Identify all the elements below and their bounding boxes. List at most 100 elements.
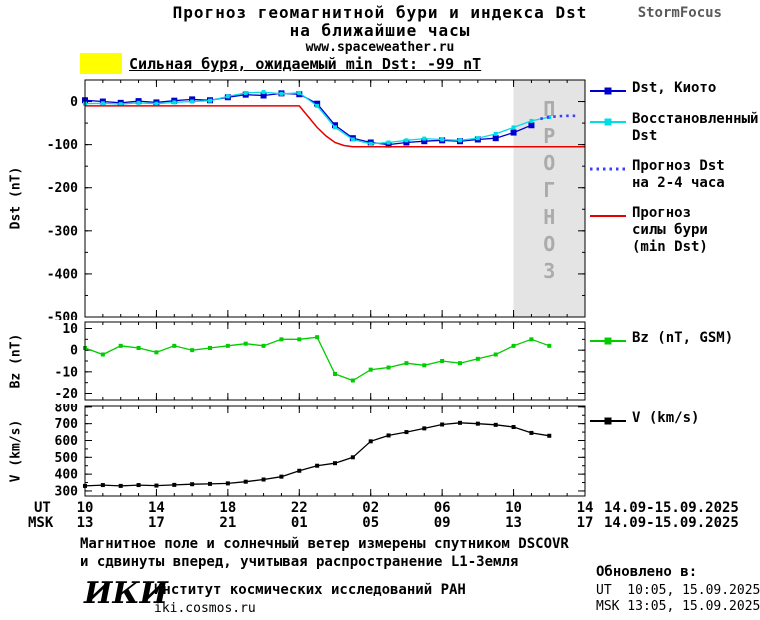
series-bz-0 [83, 335, 552, 383]
axis-ticks [84, 406, 586, 496]
institute-site: iki.cosmos.ru [154, 601, 256, 616]
plot-border [84, 405, 586, 497]
legend-marker [604, 87, 612, 95]
forecast-band-letter: З [543, 259, 555, 283]
legend-marker [604, 118, 612, 126]
msk-row-tick-label: 09 [433, 515, 451, 531]
legend-label: V (km/s) [632, 410, 700, 426]
forecast-band-letter: О [543, 151, 555, 175]
y-tick-label: 700 [55, 417, 79, 432]
legend-label: Восстановленный Dst [632, 111, 759, 144]
legend-swatch [590, 215, 626, 217]
forecast-band-letter: Н [543, 205, 555, 229]
ut-row-tick-label: 14 [576, 500, 594, 516]
axis-ticks [84, 322, 586, 400]
legend-swatch [590, 167, 626, 171]
msk-row-tick-label: 01 [290, 515, 308, 531]
y-tick-label: 0 [70, 95, 78, 110]
ut-row-tick-label: 10 [76, 500, 94, 516]
iki-logo: ИКИ [84, 576, 168, 611]
source-url: www.spaceweather.ru [305, 40, 455, 55]
axis-ticks [84, 79, 586, 318]
y-tick-label: 400 [55, 468, 79, 483]
y-tick-label: 600 [55, 434, 79, 449]
legend-swatch [590, 337, 626, 345]
forecast-band-letter: О [543, 232, 555, 256]
y-tick-label: -500 [47, 311, 78, 321]
y-tick-label: -300 [47, 224, 78, 239]
forecast-band-letter: П [543, 97, 555, 121]
updated-msk: MSK 13:05, 15.09.2025 [596, 599, 760, 614]
dst-legend: Dst, Киото Восстановленный Dst Прогноз Dst н… [590, 80, 760, 269]
legend-swatch [590, 87, 626, 95]
brand-label: StormFocus [637, 5, 722, 21]
msk-row-tick-label: 13 [505, 515, 522, 531]
y-tick-label: 500 [55, 451, 79, 466]
legend-label: Прогноз силы бури (min Dst) [632, 205, 708, 255]
data-source-note-line1: Магнитное поле и солнечный ветер измерен… [80, 536, 569, 552]
y-tick-label: 10 [62, 322, 78, 337]
msk-row-tick-label: 21 [219, 515, 237, 531]
page-title-line2: на ближайшие часы [289, 21, 471, 40]
storm-level-swatch [80, 53, 122, 74]
y-tick-label: -20 [55, 387, 79, 402]
updated-label: Обновлено в: [596, 564, 698, 580]
legend-label: Прогноз Dst на 2-4 часа [632, 158, 725, 191]
ut-row-tick-label: 06 [433, 500, 451, 516]
msk-axis-row: MSK 14.09-15.09.2025 13 17 21 01 05 09 13 17 [0, 515, 760, 533]
series-dst-3 [85, 105, 585, 148]
legend-swatch [590, 417, 626, 425]
series-dst-1 [83, 90, 552, 146]
y-tick-label: -100 [47, 138, 78, 153]
bz-axis-label: Bz (nT) [8, 333, 24, 389]
legend-label: Bz (nT, GSM) [632, 330, 734, 346]
series-v-0 [83, 420, 552, 488]
bz-legend: Bz (nT, GSM) [590, 330, 760, 361]
ut-date-range: 14.09-15.09.2025 [604, 500, 739, 516]
legend-item: Восстановленный Dst [590, 111, 760, 145]
legend-marker [604, 417, 612, 425]
msk-date-range: 14.09-15.09.2025 [604, 515, 739, 531]
v-legend: V (km/s) [590, 410, 760, 441]
updated-ut: UT 10:05, 15.09.2025 [596, 583, 760, 598]
msk-row-tick-label: 05 [362, 515, 380, 531]
msk-row-tick-label: 13 [76, 515, 94, 531]
legend-item: Dst, Киото [590, 80, 760, 98]
ut-row-tick-label: 18 [219, 500, 237, 516]
plot-border [84, 321, 586, 401]
legend-item: Прогноз Dst на 2-4 часа [590, 158, 760, 192]
y-tick-label: 0 [70, 344, 78, 359]
data-source-note-line2: и сдвинуты вперед, учитывая распростране… [80, 554, 519, 570]
ut-row-tick-label: 10 [505, 500, 522, 516]
msk-row-tick-label: 17 [147, 515, 165, 531]
ut-row-tick-label: 14 [147, 500, 165, 516]
y-tick-label: 800 [55, 404, 79, 415]
y-tick-label: -200 [47, 181, 78, 196]
legend-item: V (km/s) [590, 410, 760, 428]
ut-axis-row: UT 14.09-15.09.2025 10 14 18 22 02 06 10 14 [0, 500, 760, 518]
legend-marker [604, 337, 612, 345]
y-tick-labels: 0 -100 -200 -300 -400 -500 [47, 95, 78, 320]
y-tick-label: 300 [55, 484, 79, 499]
msk-axis-name: MSK [28, 515, 54, 531]
legend-item: Bz (nT, GSM) [590, 330, 760, 348]
forecast-band-letter: Р [543, 124, 555, 148]
v-axis-label: V (km/s) [8, 419, 24, 483]
legend-item: Прогноз силы бури (min Dst) [590, 205, 760, 256]
y-tick-label: -400 [47, 267, 78, 282]
legend-label: Dst, Киото [632, 80, 717, 96]
institute-name: Институт космических исследований РАН [154, 582, 466, 598]
legend-swatch [590, 118, 626, 126]
storm-alert-text: Сильная буря, ожидаемый min Dst: -99 nT [129, 55, 482, 73]
y-tick-labels: 10 0 -10 -20 [55, 322, 79, 402]
y-tick-label: -10 [55, 365, 79, 380]
plot-border [84, 79, 586, 318]
forecast-band-letter: Г [543, 178, 555, 202]
ut-axis-name: UT [34, 500, 51, 516]
ut-row-tick-label: 22 [290, 500, 308, 516]
bz-chart: 10 0 -10 -20 [55, 321, 586, 402]
